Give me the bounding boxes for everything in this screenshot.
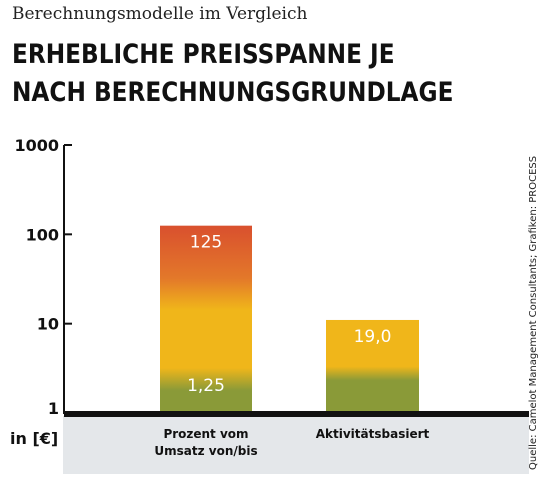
chart-subtitle: Berechnungsmodelle im Vergleich <box>12 4 308 24</box>
source-note: Quelle: Camelot Management Consultants; … <box>528 155 539 470</box>
bars: 125 1,25 19,0 <box>160 225 419 413</box>
category-labels: Prozent vom Umsatz von/bis Aktivitätsbasie… <box>154 427 429 458</box>
category-label: Prozent vom <box>163 427 248 441</box>
category-band <box>63 416 529 474</box>
category-label: Umsatz von/bis <box>154 444 257 458</box>
category-label: Aktivitätsbasiert <box>316 427 430 441</box>
y-axis-ticks: 1 10 100 1000 <box>14 136 72 418</box>
bar-value-label: 125 <box>190 233 222 253</box>
bar-2 <box>326 319 419 413</box>
x-axis-baseline <box>64 411 529 417</box>
y-tick-label: 1 <box>48 399 59 418</box>
y-tick-label: 1000 <box>14 136 59 155</box>
bar-value-label: 1,25 <box>187 376 225 396</box>
y-tick-label: 100 <box>26 225 59 244</box>
chart-title: ERHEBLICHE PREISSPANNE JE NACH BERECHNUN… <box>12 36 454 112</box>
bar-value-label: 19,0 <box>354 327 392 347</box>
y-axis-label: in [€] <box>10 429 58 448</box>
bar-1 <box>160 225 252 413</box>
chart-title-line-1: ERHEBLICHE PREISSPANNE JE <box>12 39 395 70</box>
chart-title-line-2: NACH BERECHNUNGSGRUNDLAGE <box>12 77 454 108</box>
y-tick-label: 10 <box>37 315 59 334</box>
